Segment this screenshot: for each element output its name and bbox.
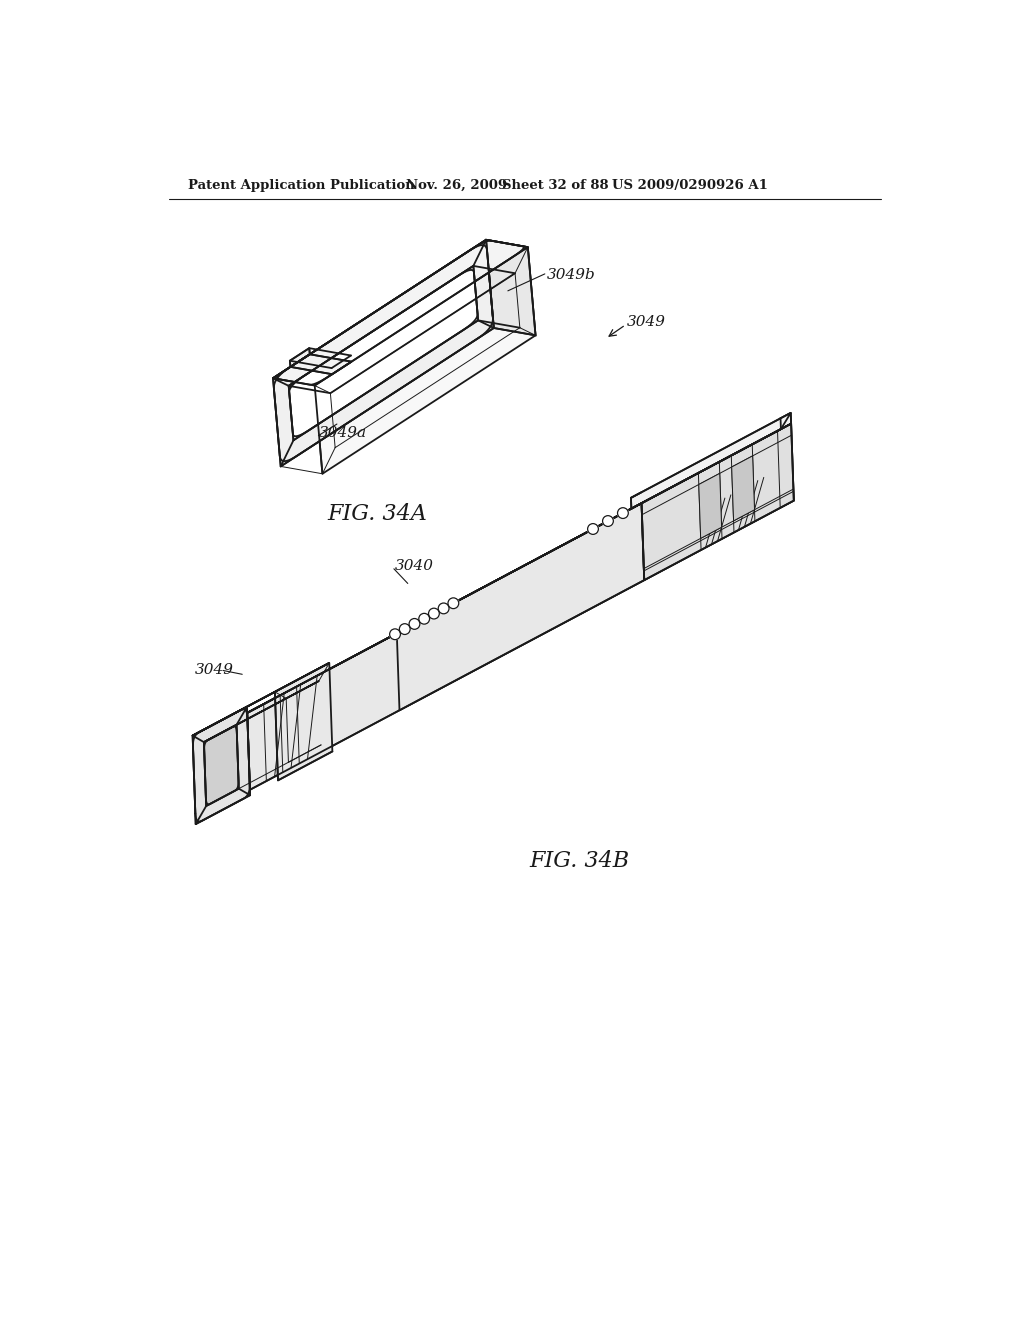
Text: 3049a: 3049a xyxy=(319,426,368,441)
Text: Sheet 32 of 88: Sheet 32 of 88 xyxy=(502,178,608,191)
Polygon shape xyxy=(631,413,791,508)
Polygon shape xyxy=(698,474,722,539)
Text: 3040: 3040 xyxy=(394,560,434,573)
Polygon shape xyxy=(642,424,794,579)
Circle shape xyxy=(409,619,420,630)
Circle shape xyxy=(399,623,411,635)
Polygon shape xyxy=(314,247,536,474)
Polygon shape xyxy=(273,240,527,385)
Text: FIG. 34A: FIG. 34A xyxy=(327,503,427,525)
Text: 3049: 3049 xyxy=(628,314,667,329)
Polygon shape xyxy=(290,348,310,367)
Polygon shape xyxy=(291,354,351,374)
Text: US 2009/0290926 A1: US 2009/0290926 A1 xyxy=(611,178,768,191)
Polygon shape xyxy=(396,424,794,710)
Text: 3049: 3049 xyxy=(195,664,233,677)
Circle shape xyxy=(602,516,613,527)
Polygon shape xyxy=(193,706,250,824)
Text: 3049a: 3049a xyxy=(250,737,298,751)
Polygon shape xyxy=(780,413,792,429)
Polygon shape xyxy=(289,265,478,441)
Circle shape xyxy=(419,614,430,624)
Text: Patent Application Publication: Patent Application Publication xyxy=(188,178,415,191)
Polygon shape xyxy=(193,663,330,735)
Polygon shape xyxy=(247,503,644,789)
Circle shape xyxy=(447,598,459,609)
Circle shape xyxy=(390,628,400,640)
Polygon shape xyxy=(273,240,494,466)
Circle shape xyxy=(438,603,450,614)
Circle shape xyxy=(617,508,629,519)
Text: Nov. 26, 2009: Nov. 26, 2009 xyxy=(407,178,507,191)
Polygon shape xyxy=(247,424,792,713)
Polygon shape xyxy=(732,455,755,521)
Text: 3049b: 3049b xyxy=(547,268,595,282)
Polygon shape xyxy=(486,240,536,335)
Circle shape xyxy=(428,609,439,619)
Circle shape xyxy=(588,524,598,535)
Polygon shape xyxy=(204,725,239,807)
Text: FIG. 34B: FIG. 34B xyxy=(529,850,630,871)
Polygon shape xyxy=(274,663,333,780)
